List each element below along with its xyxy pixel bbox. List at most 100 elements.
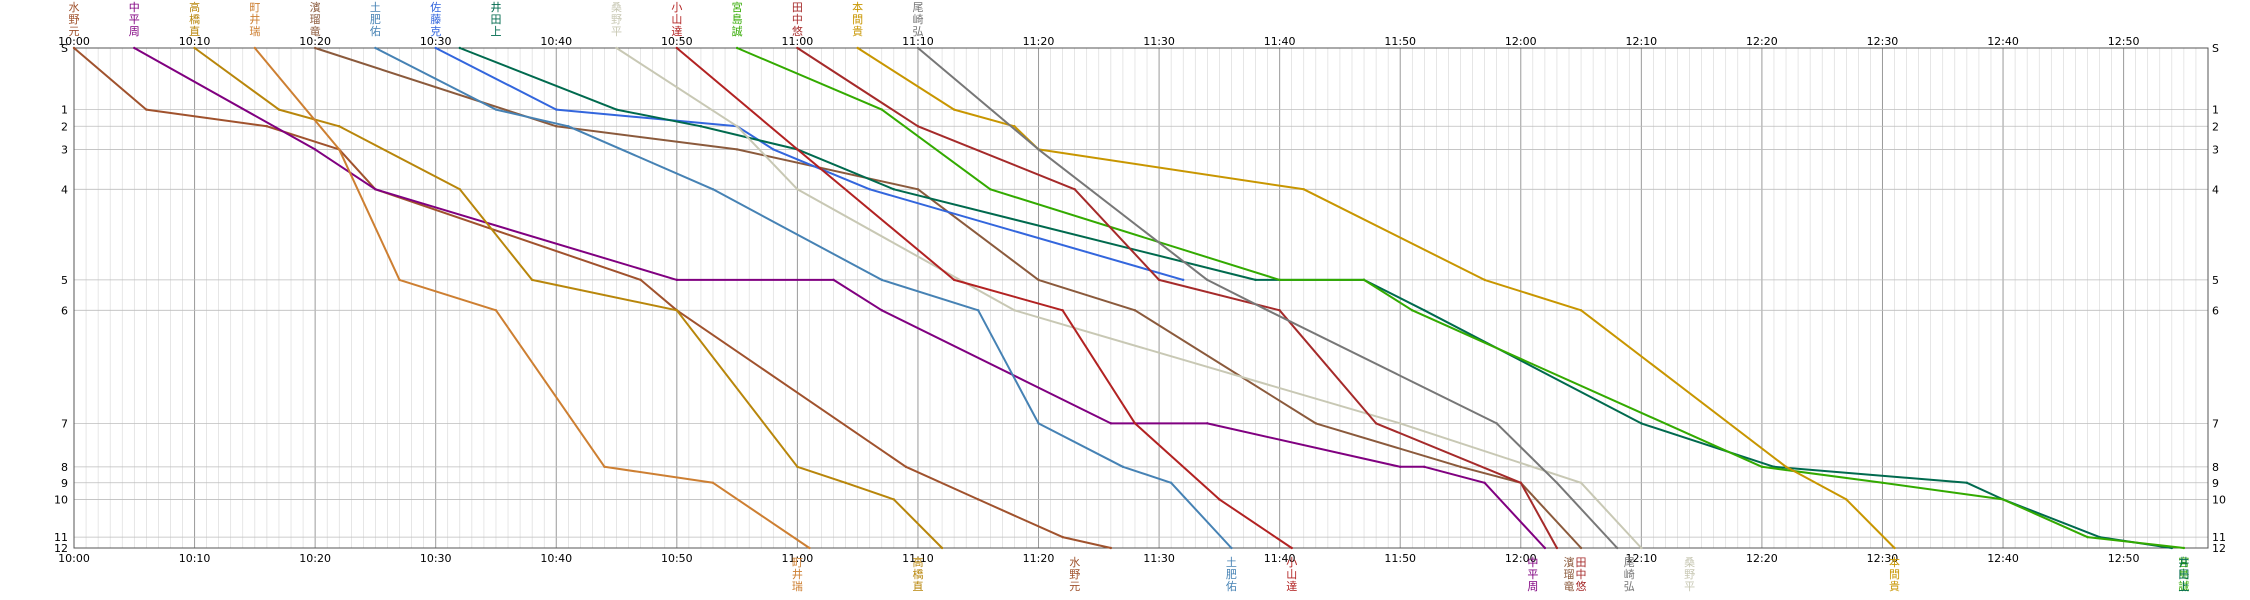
- series-point: [193, 47, 195, 49]
- series-point: [1254, 279, 1256, 281]
- series-point: [905, 466, 907, 468]
- chart-runner-labels: 水野元中平周高橋直町井瑞濱瑠竜土肥佑佐藤克井田上桑野平小山達宮島誠田中悠本間貴尾…: [69, 0, 2190, 593]
- series-point: [796, 466, 798, 468]
- series-point: [1037, 422, 1039, 424]
- series-point: [459, 47, 461, 49]
- series-point: [1483, 482, 1485, 484]
- y-tick-label-right: 10: [2212, 493, 2226, 506]
- series-point: [1544, 547, 1546, 549]
- series-point: [1230, 547, 1232, 549]
- x-tick-label-top: 11:50: [1384, 35, 1416, 48]
- series-point: [736, 47, 738, 49]
- series-point: [1134, 422, 1136, 424]
- series-point: [555, 125, 557, 127]
- series-point: [977, 498, 979, 500]
- series-point: [278, 108, 280, 110]
- series-point: [1411, 309, 1413, 311]
- runner-label-bottom: 土肥佑: [1226, 556, 1237, 593]
- series-point: [1399, 422, 1401, 424]
- series-point: [1134, 309, 1136, 311]
- series-point: [1206, 279, 1208, 281]
- series-point: [941, 547, 943, 549]
- series-point: [1061, 309, 1063, 311]
- series-point: [1061, 536, 1063, 538]
- series-point: [1375, 422, 1377, 424]
- series-point: [1315, 422, 1317, 424]
- y-tick-label-left: 3: [61, 143, 68, 156]
- runner-label-bottom: 田中悠: [1576, 556, 1587, 593]
- series-point: [1640, 547, 1642, 549]
- series-point: [1399, 466, 1401, 468]
- series-point: [1013, 125, 1015, 127]
- y-tick-label-left: 2: [61, 120, 68, 133]
- series-point: [1303, 188, 1305, 190]
- runner-label-top: 佐藤克: [430, 0, 441, 38]
- series-point: [796, 148, 798, 150]
- series-point: [700, 125, 702, 127]
- y-tick-label-left: 9: [61, 477, 68, 490]
- y-tick-label-right: 5: [2212, 274, 2219, 287]
- series-point: [1785, 466, 1787, 468]
- series-point: [1218, 498, 1220, 500]
- runner-label-top: 小山達: [671, 1, 682, 38]
- runner-label-top: 中平周: [129, 1, 140, 38]
- series-point: [917, 47, 919, 49]
- x-tick-label-bottom: 10:30: [420, 552, 452, 565]
- series-point: [1845, 498, 1847, 500]
- series-point: [1278, 309, 1280, 311]
- runner-label-top: 濱瑠竜: [310, 0, 321, 38]
- series-point: [772, 148, 774, 150]
- y-tick-label-left: 12: [54, 542, 68, 555]
- y-tick-label-left: 8: [61, 461, 68, 474]
- series-point: [1291, 547, 1293, 549]
- series-point: [676, 279, 678, 281]
- series-point: [338, 125, 340, 127]
- y-tick-label-right: 8: [2212, 461, 2219, 474]
- series-point: [989, 188, 991, 190]
- series-point: [1893, 547, 1895, 549]
- runner-label-bottom: 井田上: [2178, 555, 2189, 593]
- series-point: [893, 188, 895, 190]
- series-point: [1423, 466, 1425, 468]
- series-point: [953, 279, 955, 281]
- series-point: [832, 279, 834, 281]
- series-point: [736, 148, 738, 150]
- x-tick-label-top: 12:30: [1867, 35, 1899, 48]
- series-point: [1170, 482, 1172, 484]
- series-point: [314, 47, 316, 49]
- series-point: [977, 309, 979, 311]
- series-point: [1580, 547, 1582, 549]
- series-point: [1278, 279, 1280, 281]
- series-point: [712, 482, 714, 484]
- x-tick-label-top: 12:40: [1987, 35, 2019, 48]
- series-point: [796, 188, 798, 190]
- y-tick-label-right: S: [2212, 42, 2219, 55]
- y-tick-label-right: 4: [2212, 183, 2219, 196]
- y-tick-label-left: S: [61, 42, 68, 55]
- x-tick-label-bottom: 10:10: [179, 552, 211, 565]
- series-point: [844, 482, 846, 484]
- series-point: [1073, 188, 1075, 190]
- series-point: [1580, 482, 1582, 484]
- y-tick-label-left: 4: [61, 183, 68, 196]
- series-point: [1037, 279, 1039, 281]
- chart-series: [73, 47, 2185, 549]
- x-tick-label-bottom: 10:40: [540, 552, 572, 565]
- y-tick-label-right: 1: [2212, 104, 2219, 117]
- series-point: [1483, 279, 1485, 281]
- series-point: [1556, 482, 1558, 484]
- series-point: [266, 125, 268, 127]
- series-point: [374, 47, 376, 49]
- series-point: [808, 547, 810, 549]
- series-point: [603, 466, 605, 468]
- series-point: [917, 188, 919, 190]
- y-tick-label-right: 3: [2212, 143, 2219, 156]
- series-point: [953, 108, 955, 110]
- series-point: [1110, 547, 1112, 549]
- runner-label-bottom: 水野元: [1069, 556, 1080, 593]
- series-point: [1037, 148, 1039, 150]
- runner-label-bottom: 濱瑠竜: [1564, 555, 1575, 593]
- series-point: [917, 125, 919, 127]
- series-point: [1495, 422, 1497, 424]
